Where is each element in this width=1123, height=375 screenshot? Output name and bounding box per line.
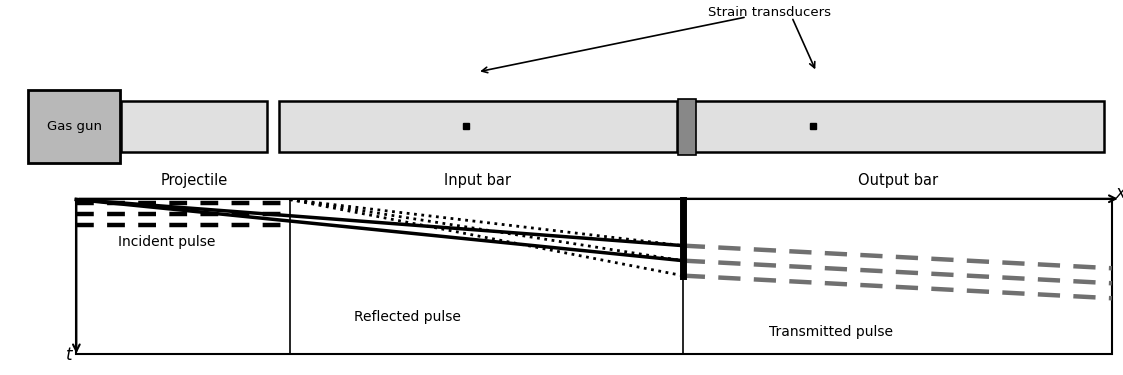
Text: Gas gun: Gas gun [47, 120, 101, 133]
Bar [279, 101, 677, 152]
Bar [76, 199, 1112, 354]
Text: Output bar: Output bar [858, 172, 939, 188]
Text: $x$: $x$ [1115, 184, 1123, 202]
Text: Strain transducers: Strain transducers [707, 6, 831, 19]
Bar [678, 99, 696, 154]
Text: Projectile: Projectile [161, 172, 228, 188]
Text: Reflected pulse: Reflected pulse [354, 310, 460, 324]
Text: $t$: $t$ [65, 346, 74, 364]
Text: Input bar: Input bar [444, 172, 511, 188]
Text: Incident pulse: Incident pulse [118, 235, 216, 249]
Bar [694, 101, 1104, 152]
Bar [121, 101, 267, 152]
Text: Transmitted pulse: Transmitted pulse [769, 325, 893, 339]
Bar [28, 90, 120, 163]
